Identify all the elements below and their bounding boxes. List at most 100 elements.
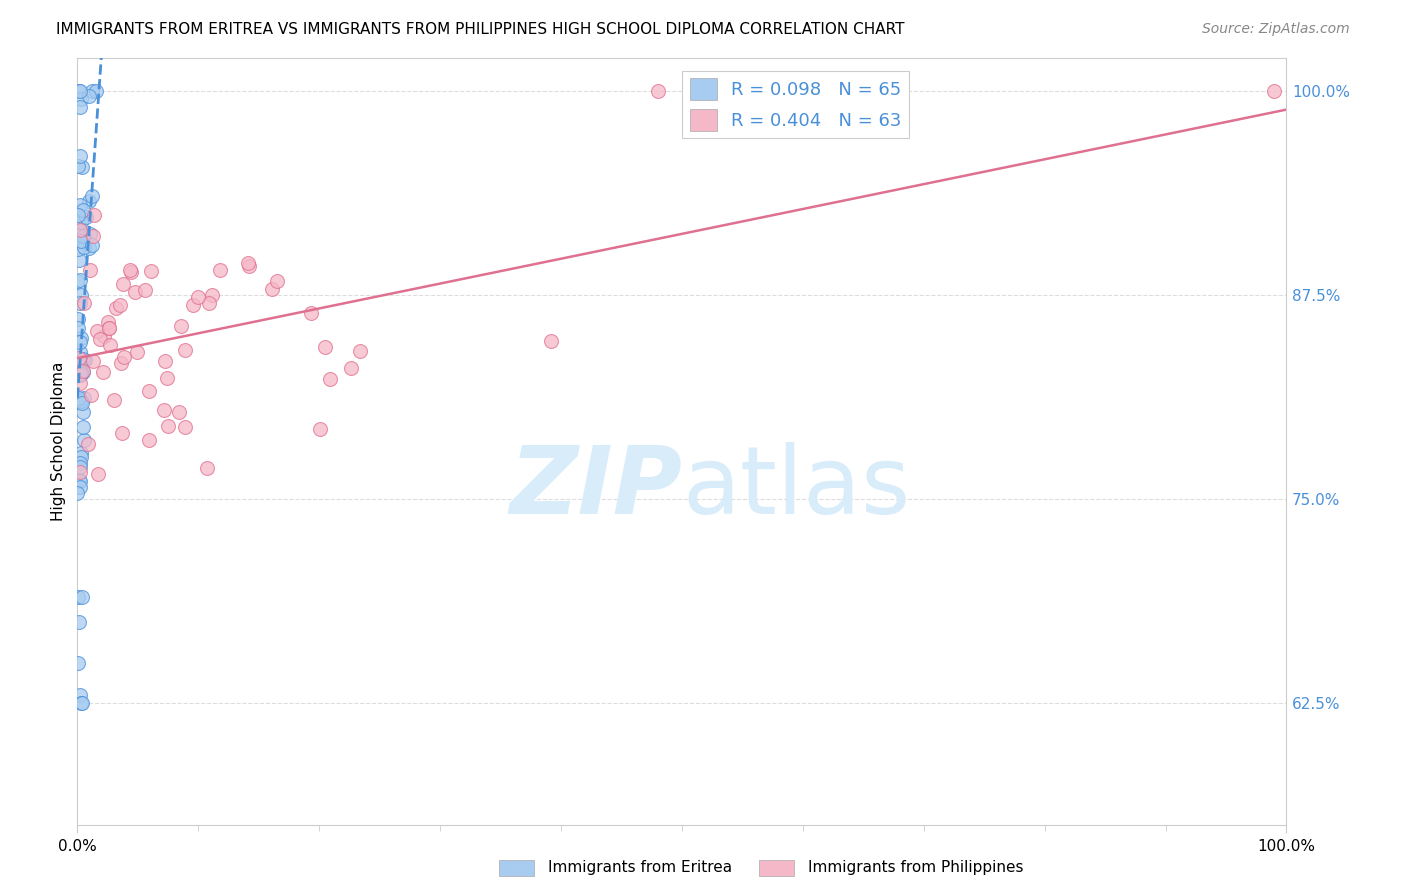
Point	[97, 321, 120, 335]
Point	[141, 264, 163, 278]
Point	[67, 215, 90, 229]
Point	[77, 241, 100, 255]
Point	[67, 351, 90, 365]
Point	[89, 332, 111, 346]
Point	[314, 340, 336, 354]
Point	[72, 228, 94, 243]
Point	[72, 391, 94, 405]
Point	[67, 657, 90, 671]
Point	[540, 334, 562, 348]
Point	[97, 321, 120, 335]
Point	[70, 368, 93, 382]
Point	[80, 84, 103, 98]
Point	[69, 198, 91, 212]
Point	[138, 384, 160, 398]
Point	[70, 394, 93, 409]
Point	[72, 405, 94, 419]
Point	[167, 405, 190, 419]
Point	[103, 392, 125, 407]
Point	[67, 391, 90, 405]
Point	[70, 331, 93, 345]
Point	[120, 265, 142, 279]
Text: Immigrants from Eritrea: Immigrants from Eritrea	[548, 861, 733, 875]
Text: Immigrants from Philippines: Immigrants from Philippines	[808, 861, 1024, 875]
Point	[77, 437, 100, 451]
Point	[70, 696, 93, 710]
Point	[69, 474, 91, 488]
Point	[98, 338, 121, 352]
Point	[72, 351, 94, 366]
Point	[72, 365, 94, 379]
Point	[67, 615, 90, 630]
Point	[134, 283, 156, 297]
Point	[82, 238, 104, 252]
Point	[84, 84, 107, 98]
Point	[69, 450, 91, 464]
Point	[299, 305, 322, 319]
Point	[1263, 84, 1285, 98]
Point	[112, 277, 135, 292]
Point	[87, 467, 110, 481]
Text: IMMIGRANTS FROM ERITREA VS IMMIGRANTS FROM PHILIPPINES HIGH SCHOOL DIPLOMA CORRE: IMMIGRANTS FROM ERITREA VS IMMIGRANTS FR…	[56, 22, 904, 37]
Point	[80, 388, 103, 402]
Point	[236, 255, 259, 269]
Point	[69, 100, 91, 114]
Point	[69, 365, 91, 379]
Point	[157, 419, 180, 434]
Point	[73, 433, 96, 447]
Point	[110, 356, 132, 370]
Point	[67, 473, 90, 487]
Point	[69, 223, 91, 237]
Point	[198, 296, 221, 310]
Point	[260, 282, 283, 296]
Point	[73, 240, 96, 254]
Point	[69, 688, 91, 702]
Point	[112, 350, 135, 364]
Point	[75, 353, 97, 368]
Point	[70, 215, 93, 229]
Point	[70, 288, 93, 302]
Point	[67, 160, 90, 174]
Point	[80, 189, 103, 203]
Point	[69, 466, 91, 480]
Text: Source: ZipAtlas.com: Source: ZipAtlas.com	[1202, 22, 1350, 37]
Point	[66, 485, 89, 500]
Point	[138, 433, 160, 447]
Point	[97, 316, 120, 330]
Point	[67, 252, 90, 267]
Point	[70, 396, 93, 410]
Point	[82, 354, 104, 368]
Point	[66, 321, 89, 335]
Point	[67, 84, 90, 98]
Point	[181, 298, 204, 312]
Point	[266, 275, 288, 289]
Legend: R = 0.098   N = 65, R = 0.404   N = 63: R = 0.098 N = 65, R = 0.404 N = 63	[682, 70, 908, 138]
Point	[70, 92, 93, 106]
Point	[69, 84, 91, 98]
Point	[174, 419, 197, 434]
Point	[70, 590, 93, 604]
Point	[111, 426, 134, 441]
Point	[73, 230, 96, 244]
Point	[69, 149, 91, 163]
Point	[72, 420, 94, 434]
Point	[125, 345, 148, 359]
Point	[69, 376, 91, 390]
Point	[153, 353, 176, 368]
Point	[70, 696, 93, 710]
Point	[77, 194, 100, 209]
Point	[72, 202, 94, 217]
Point	[86, 324, 108, 338]
Point	[75, 210, 97, 224]
Point	[108, 297, 131, 311]
Point	[67, 353, 90, 368]
Text: ZIP: ZIP	[509, 442, 682, 533]
Point	[105, 301, 128, 316]
Y-axis label: High School Diploma: High School Diploma	[51, 362, 66, 521]
Point	[124, 285, 146, 300]
Point	[69, 335, 91, 350]
Point	[69, 368, 91, 382]
Point	[69, 295, 91, 310]
Point	[209, 262, 232, 277]
Point	[309, 422, 332, 436]
